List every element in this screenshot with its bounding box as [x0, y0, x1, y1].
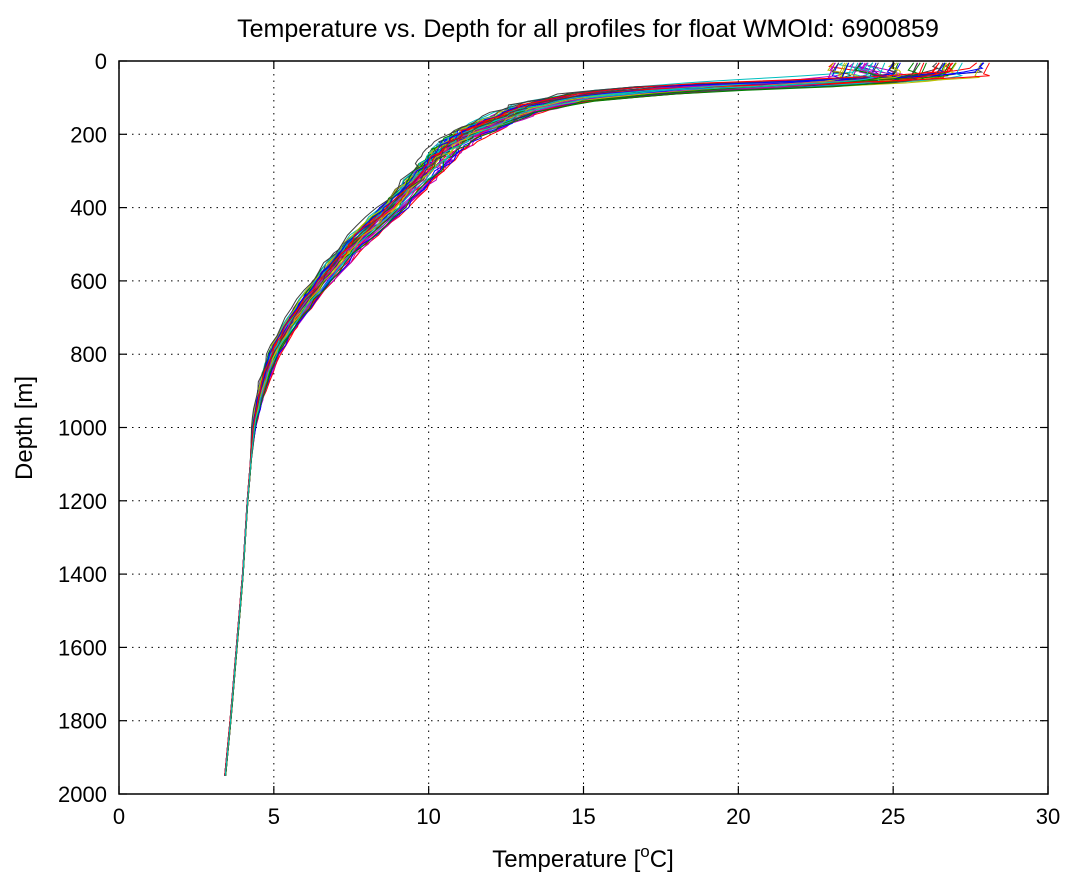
- x-tick-label: 20: [726, 804, 750, 829]
- y-tick-label: 600: [70, 269, 107, 294]
- profile-line: [224, 62, 875, 776]
- x-tick-label: 10: [416, 804, 440, 829]
- x-tick-label: 25: [881, 804, 905, 829]
- y-tick-labels: 0 200 400 600 800 1000 1200 1400 1600 1800 2000: [58, 49, 107, 807]
- grid: [119, 61, 1048, 794]
- axis-ticks: [118, 60, 1049, 795]
- y-tick-label: 1200: [58, 489, 107, 514]
- plot-area: [119, 61, 1048, 794]
- x-tick-labels: 0 5 10 15 20 25 30: [113, 804, 1060, 829]
- y-tick-label: 200: [70, 122, 107, 147]
- y-tick-label: 0: [95, 49, 107, 74]
- x-tick-label: 15: [571, 804, 595, 829]
- x-axis-title-suffix: C]: [650, 846, 674, 873]
- y-tick-label: 800: [70, 342, 107, 367]
- x-axis-title-prefix: Temperature [: [492, 846, 640, 873]
- x-axis-title: Temperature [oC]: [492, 842, 674, 873]
- chart-title: Temperature vs. Depth for all profiles f…: [237, 15, 939, 43]
- series-lines: [224, 62, 990, 776]
- y-tick-label: 1000: [58, 416, 107, 441]
- y-tick-label: 2000: [58, 782, 107, 807]
- y-tick-label: 1800: [58, 709, 107, 734]
- y-axis-title: Depth [m]: [11, 376, 38, 480]
- x-axis-title-superscript: o: [640, 842, 649, 861]
- y-tick-label: 400: [70, 196, 107, 221]
- y-tick-label: 1400: [58, 562, 107, 587]
- x-tick-label: 30: [1036, 804, 1060, 829]
- y-tick-label: 1600: [58, 635, 107, 660]
- x-tick-label: 0: [113, 804, 125, 829]
- x-tick-label: 5: [268, 804, 280, 829]
